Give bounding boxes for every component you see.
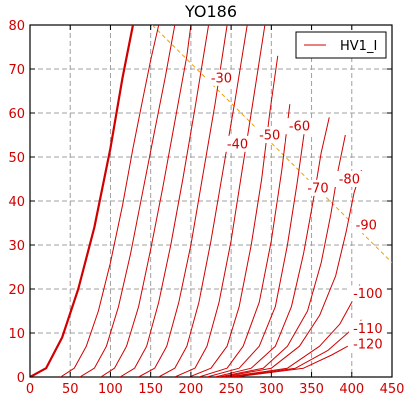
series-group [30,25,362,377]
series-line [189,55,279,377]
curve-label: -90 [356,219,377,234]
curve-label: -110 [353,322,383,337]
series-line [235,345,348,377]
y-tick-label: 0 [17,371,25,386]
y-tick-label: 80 [8,19,25,34]
curve-label-bg [351,217,382,234]
curve-label-bg [348,320,387,337]
series-line [30,25,135,377]
y-tick-label: 50 [8,151,25,166]
curve-labels: -30 -40 -50 -60 -70 -80 -90 -100 -110-120 [206,69,387,353]
y-tick-label: 60 [8,107,25,122]
series-line [158,25,248,377]
y-tick-label: 30 [8,239,25,254]
legend: HV1_I [295,31,387,59]
series-line [218,134,346,377]
curve-label-bg [302,179,333,196]
series-line [119,25,210,377]
curve-label: -60 [289,120,310,135]
axis-ticks: 0 50 100 150 200 250 300 350 400 450 0 10 20 30 40 50 60… [8,19,404,397]
x-tick-label: 50 [62,382,79,397]
series-line [222,170,362,377]
x-tick-label: 200 [178,382,203,397]
curve-label: -120 [353,338,383,353]
series-line [174,25,266,377]
x-tick-label: 150 [138,382,163,397]
curve-label: -40 [227,137,248,152]
x-tick-label: 0 [26,382,34,397]
x-tick-label: 450 [380,382,405,397]
y-tick-label: 20 [8,283,25,298]
curve-label: -100 [353,287,383,302]
x-tick-label: 350 [299,382,324,397]
legend-label: HV1_I [340,39,377,54]
series-line [138,25,228,377]
chart-title: YO186 [184,2,237,21]
curve-label: -50 [259,129,280,144]
curve-label: -70 [307,181,328,196]
curve-label: -80 [339,173,360,188]
y-tick-label: 10 [8,327,25,342]
y-tick-label: 70 [8,63,25,78]
series-line [206,126,306,377]
curve-label-bg [348,336,387,352]
curve-label-bg [222,135,253,152]
series-line [198,104,291,377]
series-line [214,117,330,377]
y-tick-label: 40 [8,195,25,210]
curve-label: -30 [211,71,232,86]
curve-label-bg [284,118,315,135]
curve-label-bg [254,127,285,143]
curve-label-bg [334,171,365,187]
x-tick-label: 400 [339,382,364,397]
series-line [100,25,192,377]
x-tick-label: 300 [259,382,284,397]
x-tick-label: 100 [98,382,123,397]
curve-label-bg [206,69,237,86]
curve-label-bg [348,285,387,302]
x-tick-label: 250 [219,382,244,397]
series-line [79,25,176,377]
series-line [60,25,160,377]
